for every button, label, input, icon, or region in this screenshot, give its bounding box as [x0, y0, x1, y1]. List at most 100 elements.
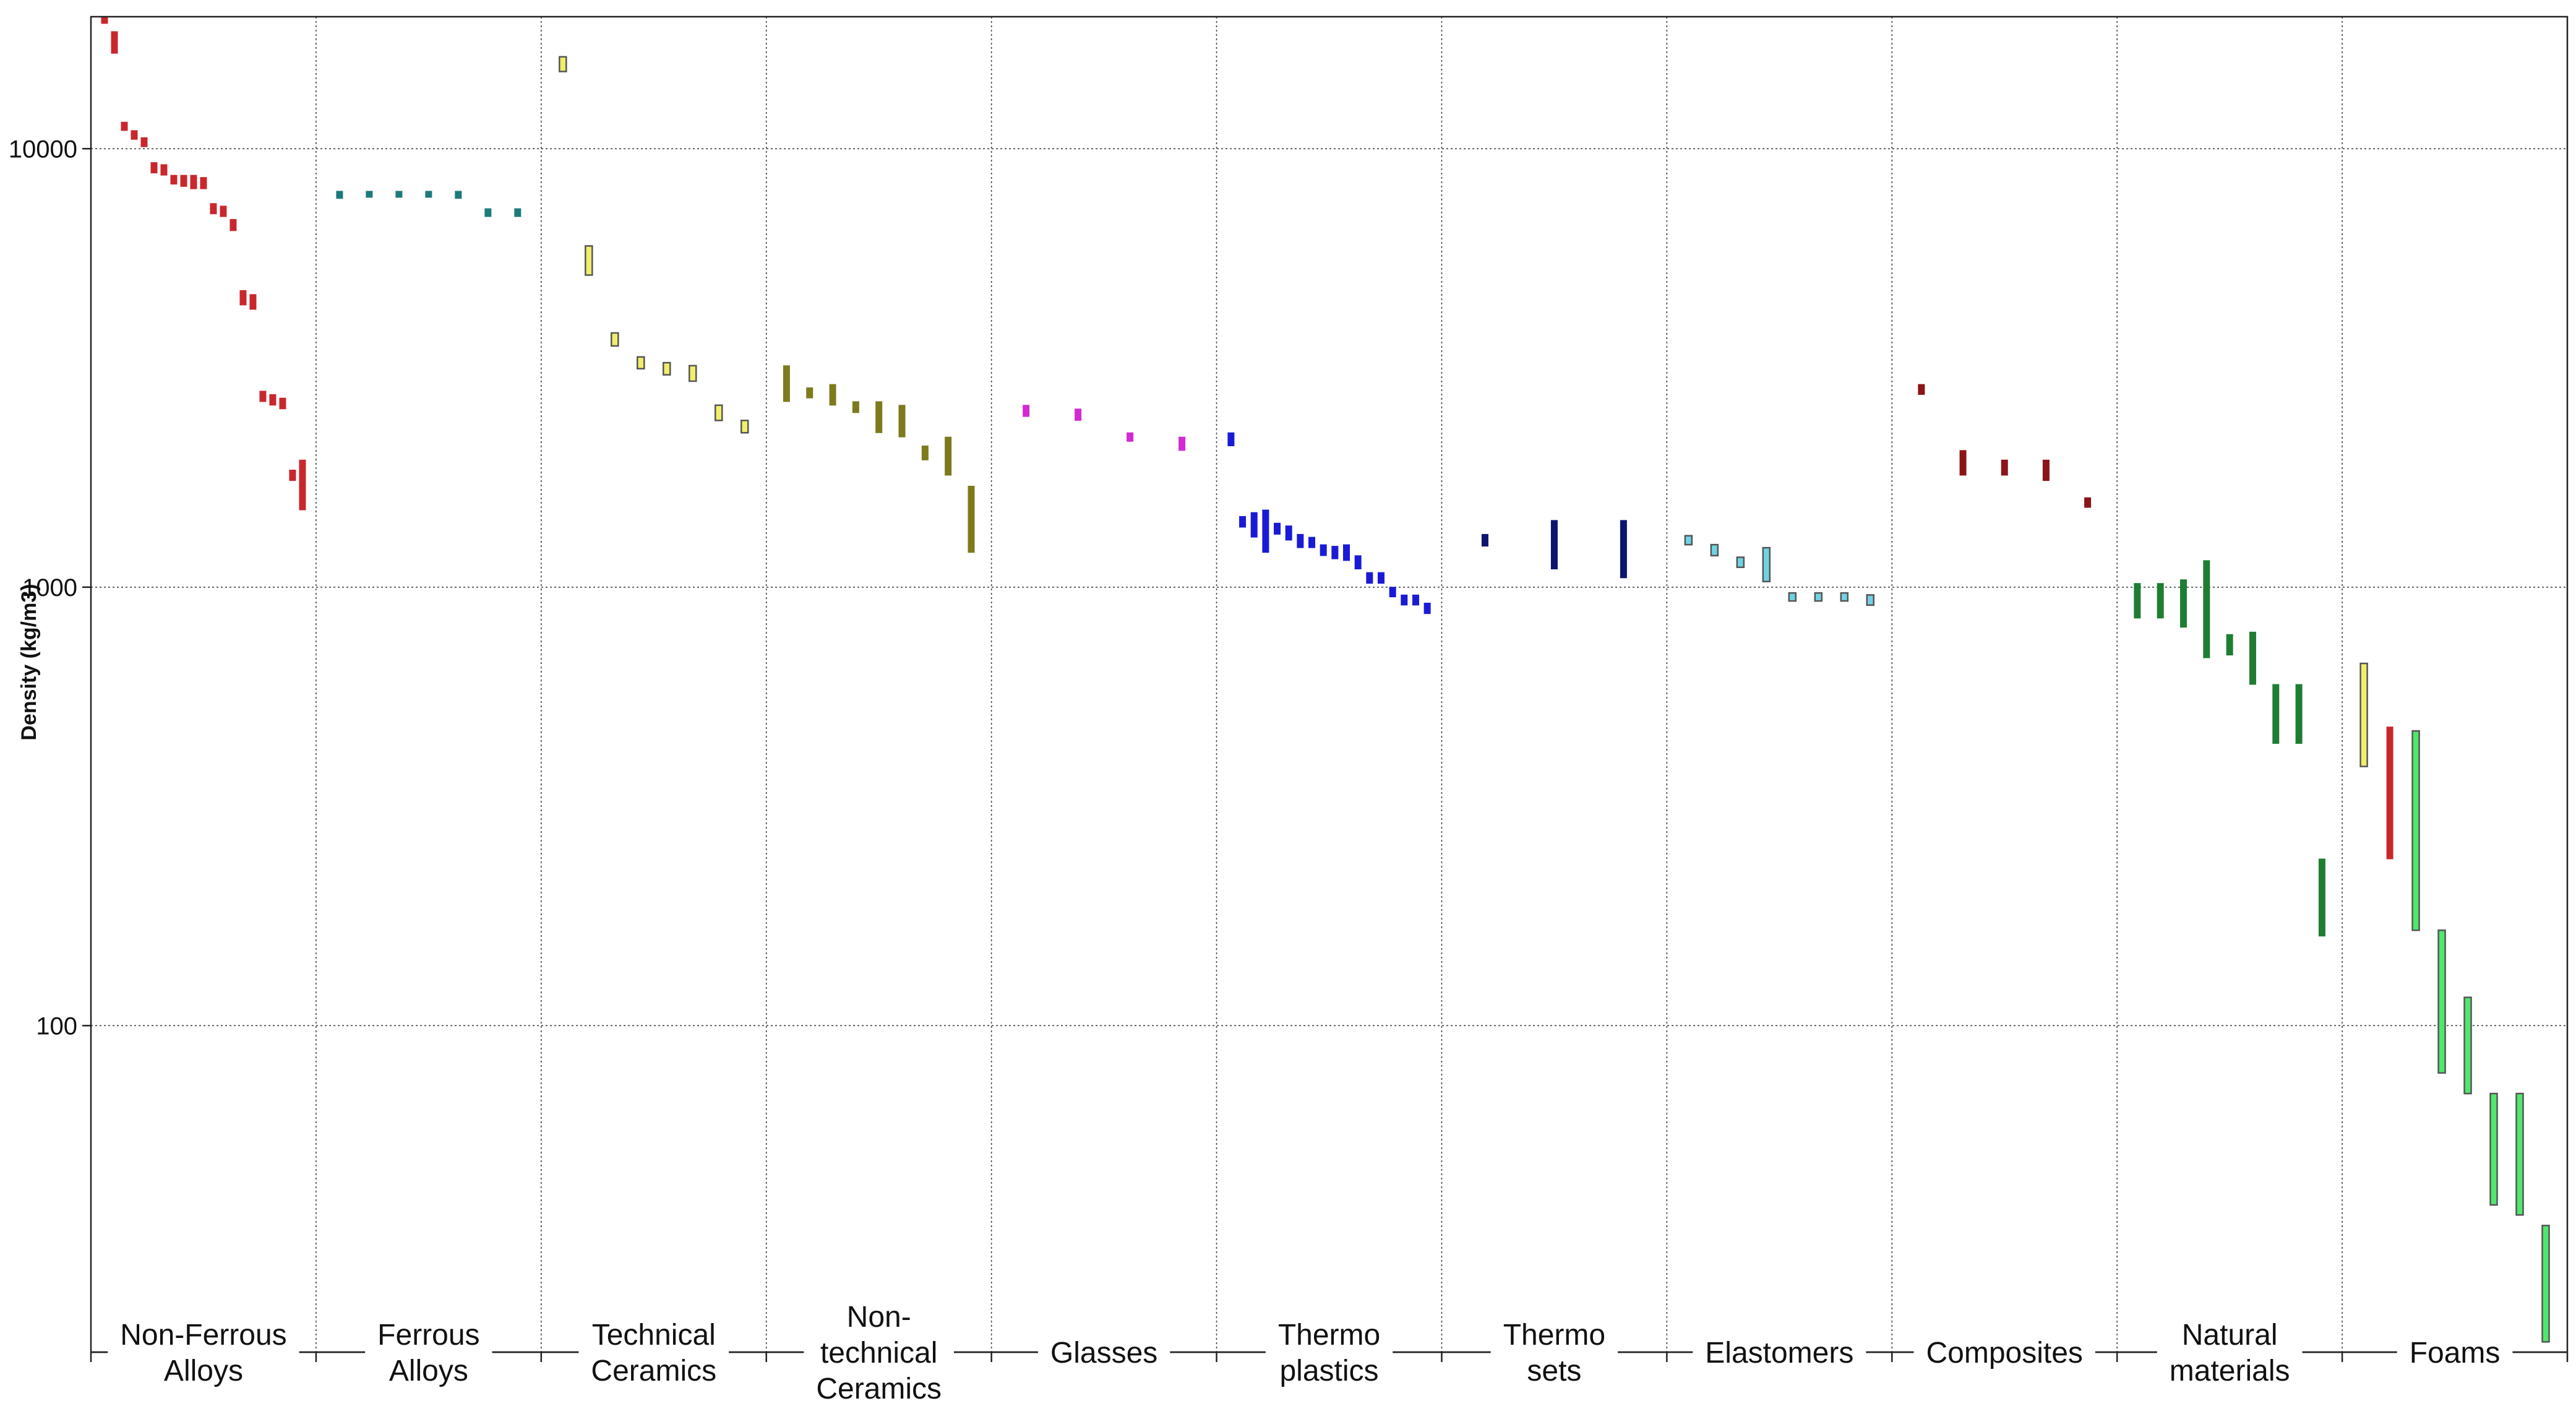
range-bar — [663, 361, 671, 376]
range-bar — [1354, 555, 1362, 569]
category-label: Ceramics — [591, 1355, 716, 1387]
range-bar — [239, 290, 247, 306]
range-bar — [2489, 1092, 2498, 1206]
range-bar — [1814, 592, 1823, 602]
range-bar — [1331, 546, 1339, 559]
category-label: Elastomers — [1705, 1337, 1853, 1369]
range-bar — [2042, 459, 2050, 481]
category-labels: Non-FerrousAlloysFerrousAlloysTechnicalC… — [120, 1301, 2500, 1405]
range-bar — [484, 208, 492, 217]
range-bar — [455, 191, 462, 199]
range-bar — [611, 332, 619, 347]
range-bar — [1481, 533, 1488, 547]
range-bar — [111, 31, 118, 54]
range-bar — [2541, 1225, 2550, 1343]
category-label: Non-Ferrous — [120, 1319, 286, 1352]
range-bar — [1308, 537, 1316, 548]
range-bar — [289, 470, 296, 481]
range-bar — [2272, 684, 2280, 744]
label-mask — [108, 1350, 299, 1354]
range-bar — [1250, 512, 1258, 538]
label-mask — [2157, 1350, 2303, 1354]
range-bar — [131, 130, 138, 140]
range-bar — [1320, 544, 1327, 556]
range-bar — [559, 56, 567, 72]
range-bar — [1274, 522, 1281, 535]
range-bar — [945, 436, 952, 476]
range-bar — [2463, 996, 2472, 1095]
category-label: sets — [1527, 1355, 1581, 1387]
range-bar — [425, 191, 432, 198]
label-mask — [2397, 1350, 2513, 1354]
range-bar — [1239, 515, 1247, 528]
range-bar — [299, 459, 306, 511]
plot-frame — [90, 15, 2569, 1353]
range-bar — [2179, 579, 2187, 628]
range-bar — [1918, 384, 1925, 395]
data-bars — [101, 16, 2550, 1343]
range-bar — [898, 405, 906, 438]
category-separators — [316, 17, 2343, 1352]
range-bar — [1620, 520, 1627, 579]
range-bar — [200, 177, 207, 189]
label-mask — [1265, 1350, 1393, 1354]
range-bar — [180, 175, 187, 187]
range-bar — [1840, 592, 1849, 602]
category-label: Alloys — [389, 1355, 468, 1387]
category-label: materials — [2170, 1355, 2290, 1387]
label-mask — [578, 1350, 729, 1354]
range-bar — [2249, 631, 2256, 685]
range-bar — [852, 401, 859, 413]
range-bar — [1401, 594, 1408, 606]
range-bar — [210, 203, 217, 215]
grid — [91, 148, 2567, 1027]
category-label: Ceramics — [816, 1373, 942, 1405]
category-label: Natural — [2182, 1319, 2278, 1352]
category-label: Ferrous — [377, 1319, 479, 1352]
range-bar — [1389, 587, 1396, 598]
range-bar — [875, 401, 883, 433]
range-bar — [2411, 730, 2420, 931]
range-bar — [160, 164, 168, 176]
range-bar — [395, 191, 403, 198]
range-bar — [1285, 525, 1292, 541]
range-bar — [269, 394, 277, 406]
range-bar — [2515, 1092, 2524, 1216]
category-label: Composites — [1926, 1337, 2083, 1369]
label-mask — [1037, 1350, 1170, 1354]
category-label: Glasses — [1050, 1337, 1157, 1369]
range-bar — [1179, 436, 1186, 451]
range-bar — [101, 16, 108, 24]
range-bar — [829, 384, 836, 406]
range-bar — [1736, 556, 1745, 568]
range-bar — [2226, 634, 2233, 656]
y-tick-labels: 100 1000 10000 — [9, 136, 77, 1040]
range-bar — [1684, 535, 1693, 546]
range-bar — [1959, 450, 1967, 476]
range-bar — [1423, 602, 1431, 615]
category-label: Technical — [592, 1319, 716, 1352]
range-bar — [637, 356, 645, 369]
label-mask — [365, 1350, 492, 1354]
range-bar — [2134, 583, 2141, 619]
axes — [82, 15, 2569, 1362]
range-bar — [2437, 929, 2446, 1074]
label-mask — [1913, 1350, 2095, 1354]
range-bar — [689, 364, 697, 382]
range-bar — [740, 420, 749, 434]
range-bar — [1762, 546, 1771, 582]
y-axis-label: Density (kg/m3) — [17, 584, 41, 740]
range-bar — [1710, 543, 1719, 557]
range-bar — [2359, 662, 2368, 767]
range-bar — [1788, 592, 1797, 602]
range-bar — [806, 387, 814, 399]
range-bar — [336, 191, 343, 199]
y-tick-label: 10000 — [9, 136, 77, 163]
range-bar — [585, 245, 593, 276]
category-label: technical — [820, 1337, 937, 1369]
y-tick-label: 100 — [36, 1012, 77, 1040]
range-bar — [190, 175, 197, 189]
range-bar — [1550, 520, 1558, 569]
range-bar — [1866, 594, 1875, 606]
